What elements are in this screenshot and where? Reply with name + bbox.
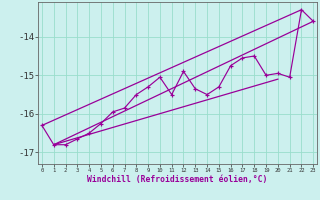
X-axis label: Windchill (Refroidissement éolien,°C): Windchill (Refroidissement éolien,°C) (87, 175, 268, 184)
